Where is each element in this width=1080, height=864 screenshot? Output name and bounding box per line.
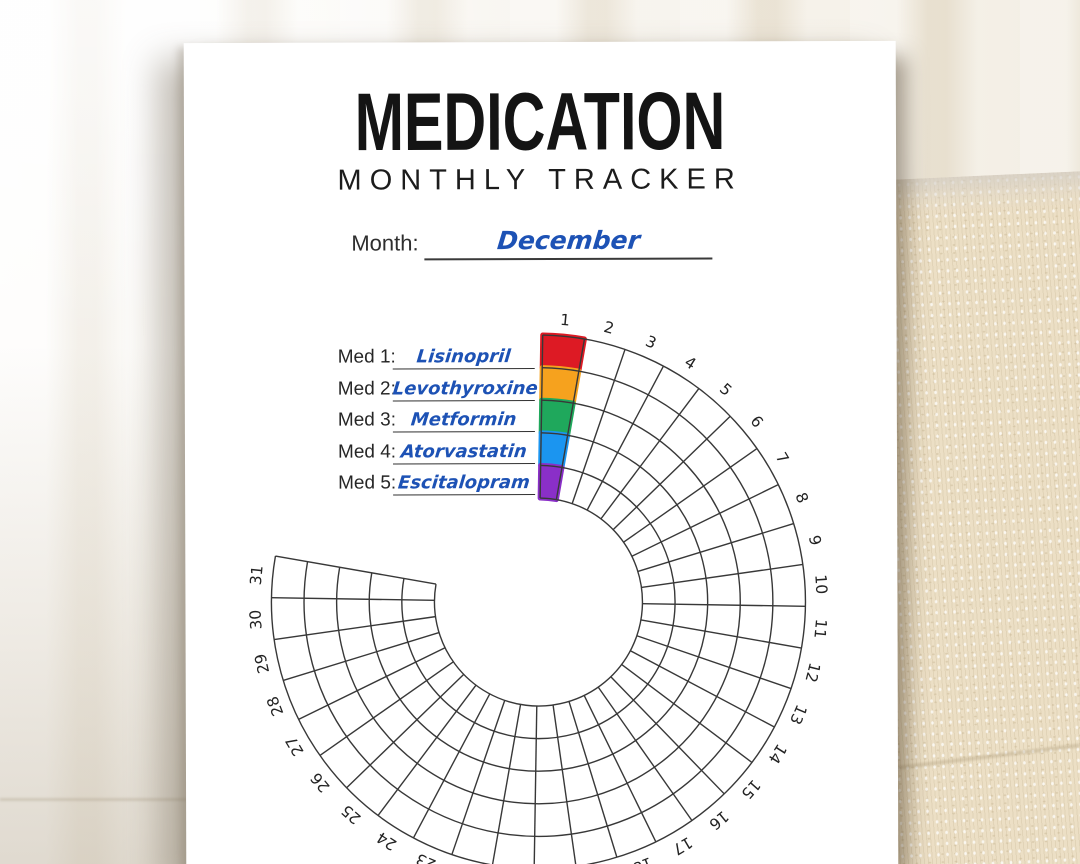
grid-spoke bbox=[571, 349, 626, 504]
day-label-27: 27 bbox=[282, 733, 308, 759]
grid-spoke bbox=[630, 650, 775, 728]
grid-ring-arc bbox=[335, 399, 741, 805]
grid-spoke bbox=[552, 704, 577, 864]
grid-spoke bbox=[275, 555, 437, 585]
grid-spoke bbox=[533, 705, 538, 864]
tracker-page: MEDICATION MONTHLY TRACKER Month: Decemb… bbox=[183, 40, 899, 864]
grid-spoke bbox=[600, 388, 700, 520]
grid-spoke bbox=[597, 686, 693, 821]
day-label-18: 18 bbox=[630, 853, 655, 864]
grid-spoke bbox=[539, 335, 544, 499]
grid-spoke bbox=[637, 522, 794, 573]
day-label-29: 29 bbox=[251, 652, 273, 675]
med-label-1: Med 1: bbox=[337, 346, 396, 368]
med-row-2: Med 2: Levothyroxine bbox=[185, 371, 545, 401]
day-label-3: 3 bbox=[643, 332, 659, 352]
day-label-15: 15 bbox=[737, 776, 764, 803]
day-label-1: 1 bbox=[559, 311, 571, 330]
grid-spoke bbox=[568, 701, 618, 858]
day-label-5: 5 bbox=[716, 380, 735, 400]
day-label-8: 8 bbox=[791, 490, 811, 506]
grid-spoke bbox=[412, 693, 491, 839]
grid-spoke bbox=[451, 700, 506, 855]
med-row-4: Med 4: Atorvastatin bbox=[185, 434, 545, 464]
day-label-7: 7 bbox=[772, 449, 793, 467]
med-value-1: Lisinopril bbox=[415, 346, 512, 368]
day-label-6: 6 bbox=[746, 412, 766, 431]
grid-spoke bbox=[298, 647, 446, 721]
grid-spoke bbox=[346, 673, 465, 789]
med-label-2: Med 2: bbox=[337, 377, 396, 400]
grid-spoke bbox=[641, 563, 803, 589]
grid-spoke bbox=[491, 704, 522, 864]
day-label-23: 23 bbox=[413, 850, 438, 864]
day-label-14: 14 bbox=[764, 741, 790, 767]
grid-ring-arc bbox=[303, 366, 774, 838]
grid-spoke bbox=[621, 663, 753, 763]
grid-spoke bbox=[642, 602, 806, 607]
day-label-9: 9 bbox=[805, 534, 825, 548]
day-label-12: 12 bbox=[801, 661, 823, 685]
day-label-16: 16 bbox=[705, 807, 732, 833]
med-value-2: Levothyroxine bbox=[391, 377, 539, 399]
day-label-17: 17 bbox=[669, 833, 695, 859]
grid-ring-arc bbox=[433, 497, 644, 707]
med-label-4: Med 4: bbox=[337, 440, 397, 463]
day-label-30: 30 bbox=[246, 609, 265, 630]
med-value-4: Atorvastatin bbox=[400, 440, 528, 462]
day-label-4: 4 bbox=[681, 353, 699, 373]
med-row-3: Med 3: Metformin bbox=[185, 403, 545, 433]
day-label-10: 10 bbox=[811, 574, 830, 595]
med-row-5: Med 5: Escitalopram bbox=[185, 466, 545, 496]
day-label-2: 2 bbox=[602, 318, 616, 338]
grid-spoke bbox=[271, 597, 435, 602]
grid-spoke bbox=[377, 684, 477, 816]
grid-spoke bbox=[274, 615, 436, 641]
grid-ring-arc bbox=[401, 464, 676, 740]
grid-spoke bbox=[319, 661, 454, 757]
day-label-25: 25 bbox=[338, 801, 365, 828]
grid-spoke bbox=[631, 483, 779, 557]
radial-chart-area: 1234567891011121314151617181920212223242… bbox=[184, 41, 899, 864]
grid-ring-arc bbox=[270, 334, 807, 864]
grid-spoke bbox=[636, 635, 792, 690]
day-label-13: 13 bbox=[786, 702, 810, 727]
day-label-24: 24 bbox=[374, 828, 400, 854]
grid-ring-arc bbox=[368, 432, 709, 772]
grid-spoke bbox=[640, 619, 802, 649]
grid-spoke bbox=[555, 338, 586, 500]
grid-spoke bbox=[612, 415, 731, 531]
grid-spoke bbox=[283, 631, 440, 682]
grid-spoke bbox=[623, 447, 758, 543]
wall-shading bbox=[0, 0, 200, 864]
med-label-5: Med 5: bbox=[338, 472, 397, 494]
day-label-31: 31 bbox=[247, 565, 267, 586]
med-value-3: Metformin bbox=[410, 409, 518, 431]
radial-tracker-svg: 1234567891011121314151617181920212223242… bbox=[246, 311, 830, 864]
day-label-11: 11 bbox=[810, 618, 830, 639]
med-row-1: Med 1: Lisinopril bbox=[185, 340, 545, 370]
grid-spoke bbox=[610, 676, 725, 795]
grid-spoke bbox=[586, 365, 665, 511]
day-label-26: 26 bbox=[307, 769, 333, 796]
day-label-28: 28 bbox=[263, 694, 287, 719]
grid-spoke bbox=[583, 695, 657, 843]
floor-line bbox=[0, 798, 190, 801]
med-value-5: Escitalopram bbox=[397, 472, 532, 494]
med-label-3: Med 3: bbox=[337, 409, 397, 431]
